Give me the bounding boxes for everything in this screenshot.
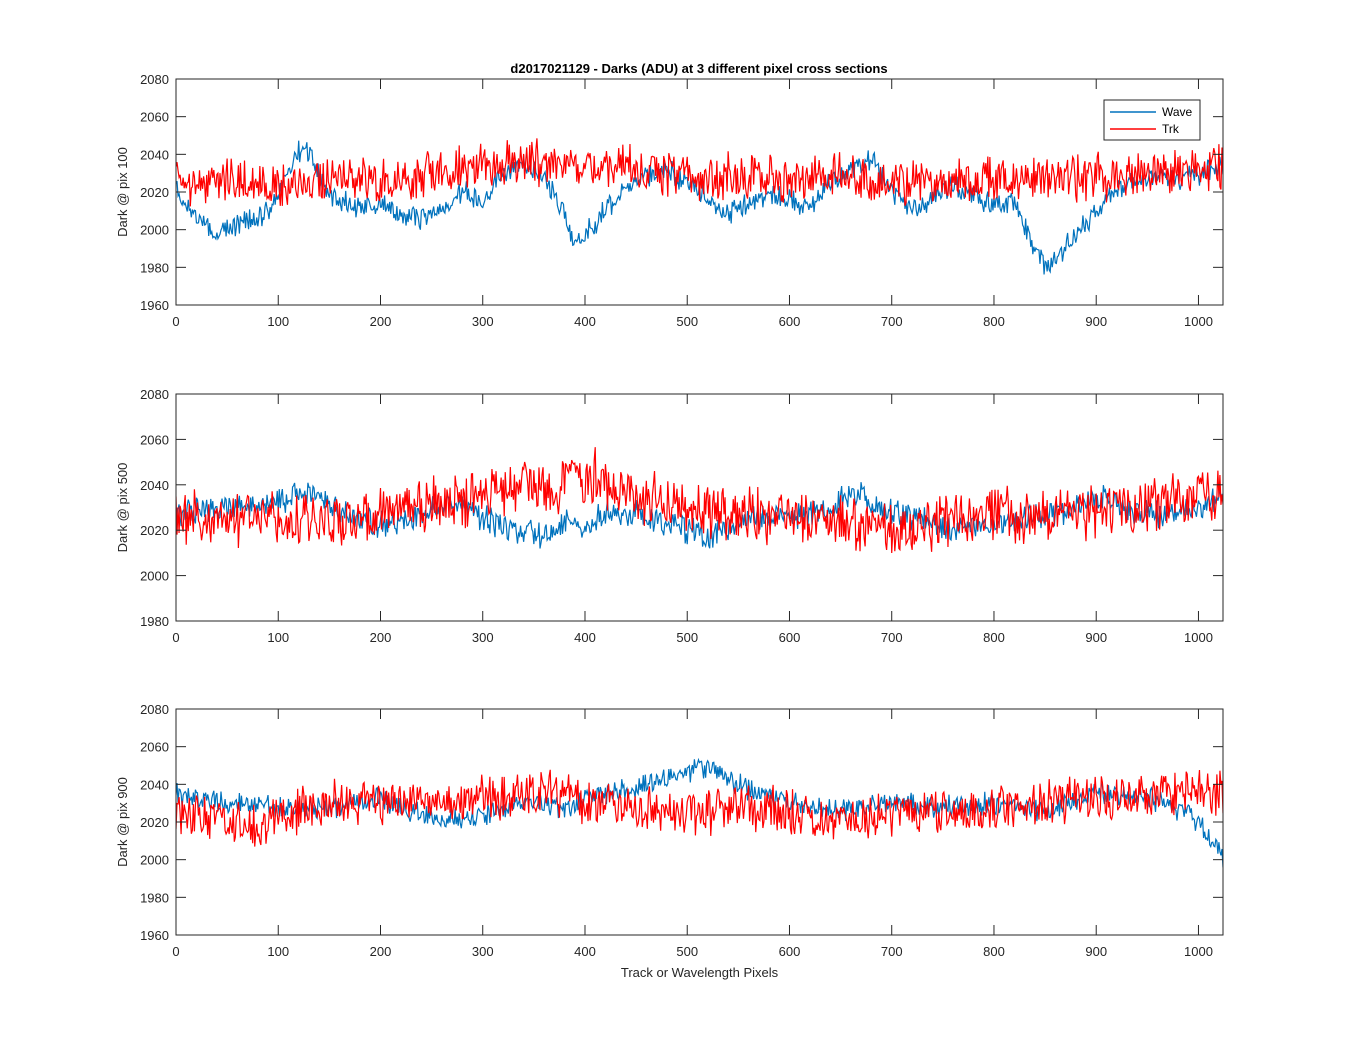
x-tick-label: 1000: [1184, 630, 1213, 645]
x-tick-label: 800: [983, 314, 1005, 329]
x-tick-label: 400: [574, 944, 596, 959]
legend: Wave Trk: [1103, 99, 1201, 141]
y-tick-label: 2040: [140, 478, 169, 493]
x-tick-label: 600: [779, 944, 801, 959]
y-axis-label: Dark @ pix 900: [115, 777, 130, 867]
y-tick-label: 2040: [140, 777, 169, 792]
x-tick-label: 300: [472, 944, 494, 959]
x-axis-label: Track or Wavelength Pixels: [621, 965, 779, 980]
series-line-trk: [176, 769, 1223, 847]
x-tick-label: 500: [676, 630, 698, 645]
y-tick-label: 2060: [140, 432, 169, 447]
subplot-3: 0 100 200 300 400 500 600 700 800 900 1000 1960 1980…: [115, 702, 1224, 980]
y-tick-label: 2020: [140, 185, 169, 200]
x-tick-label: 100: [267, 314, 289, 329]
y-tick-label: 2060: [140, 110, 169, 125]
y-axis-label: Dark @ pix 500: [115, 463, 130, 553]
y-tick-label: 2000: [140, 223, 169, 238]
y-tick-label: 1960: [140, 298, 169, 313]
series-line-trk: [176, 447, 1223, 553]
x-tick-label: 0: [172, 314, 179, 329]
series-line-wave: [176, 140, 1223, 275]
x-tick-label: 500: [676, 314, 698, 329]
y-tick-label: 2080: [140, 702, 169, 717]
series-line-wave: [176, 757, 1223, 868]
figure-title: d2017021129 - Darks (ADU) at 3 different…: [510, 61, 887, 76]
x-tick-label: 200: [370, 944, 392, 959]
x-tick-label: 300: [472, 314, 494, 329]
y-tick-label: 1980: [140, 260, 169, 275]
x-tick-label: 200: [370, 630, 392, 645]
x-tick-label: 1000: [1184, 314, 1213, 329]
x-tick-label: 1000: [1184, 944, 1213, 959]
y-tick-label: 2080: [140, 387, 169, 402]
series-line-trk: [176, 138, 1223, 207]
x-tick-label: 800: [983, 630, 1005, 645]
x-tick-label: 900: [1085, 314, 1107, 329]
x-tick-label: 300: [472, 630, 494, 645]
x-tick-label: 100: [267, 944, 289, 959]
y-tick-label: 1980: [140, 890, 169, 905]
legend-label-trk: Trk: [1162, 122, 1180, 136]
x-tick-label: 500: [676, 944, 698, 959]
subplot-2: 0 100 200 300 400 500 600 700 800 900 1000 1980 2000…: [115, 387, 1224, 645]
x-tick-label: 700: [881, 944, 903, 959]
x-tick-label: 600: [779, 630, 801, 645]
x-tick-label: 900: [1085, 944, 1107, 959]
axes-box: [175, 393, 1224, 622]
y-tick-label: 1960: [140, 928, 169, 943]
y-tick-label: 2020: [140, 523, 169, 538]
legend-box: [1103, 99, 1201, 141]
y-tick-label: 1980: [140, 614, 169, 629]
x-tick-label: 400: [574, 630, 596, 645]
y-tick-label: 2000: [140, 853, 169, 868]
x-tick-label: 600: [779, 314, 801, 329]
y-tick-label: 2040: [140, 147, 169, 162]
x-tick-label: 100: [267, 630, 289, 645]
x-tick-label: 700: [881, 314, 903, 329]
y-tick-label: 2000: [140, 569, 169, 584]
y-axis-label: Dark @ pix 100: [115, 147, 130, 237]
x-tick-label: 200: [370, 314, 392, 329]
x-tick-label: 0: [172, 630, 179, 645]
x-tick-label: 800: [983, 944, 1005, 959]
x-tick-label: 400: [574, 314, 596, 329]
y-tick-label: 2060: [140, 740, 169, 755]
x-tick-label: 900: [1085, 630, 1107, 645]
y-tick-label: 2020: [140, 815, 169, 830]
x-tick-label: 700: [881, 630, 903, 645]
subplot-1: 0 100 200 300 400 500 600 700 800 900 1000 1960 1980…: [115, 72, 1224, 329]
y-tick-label: 2080: [140, 72, 169, 87]
legend-label-wave: Wave: [1162, 105, 1193, 119]
x-tick-label: 0: [172, 944, 179, 959]
